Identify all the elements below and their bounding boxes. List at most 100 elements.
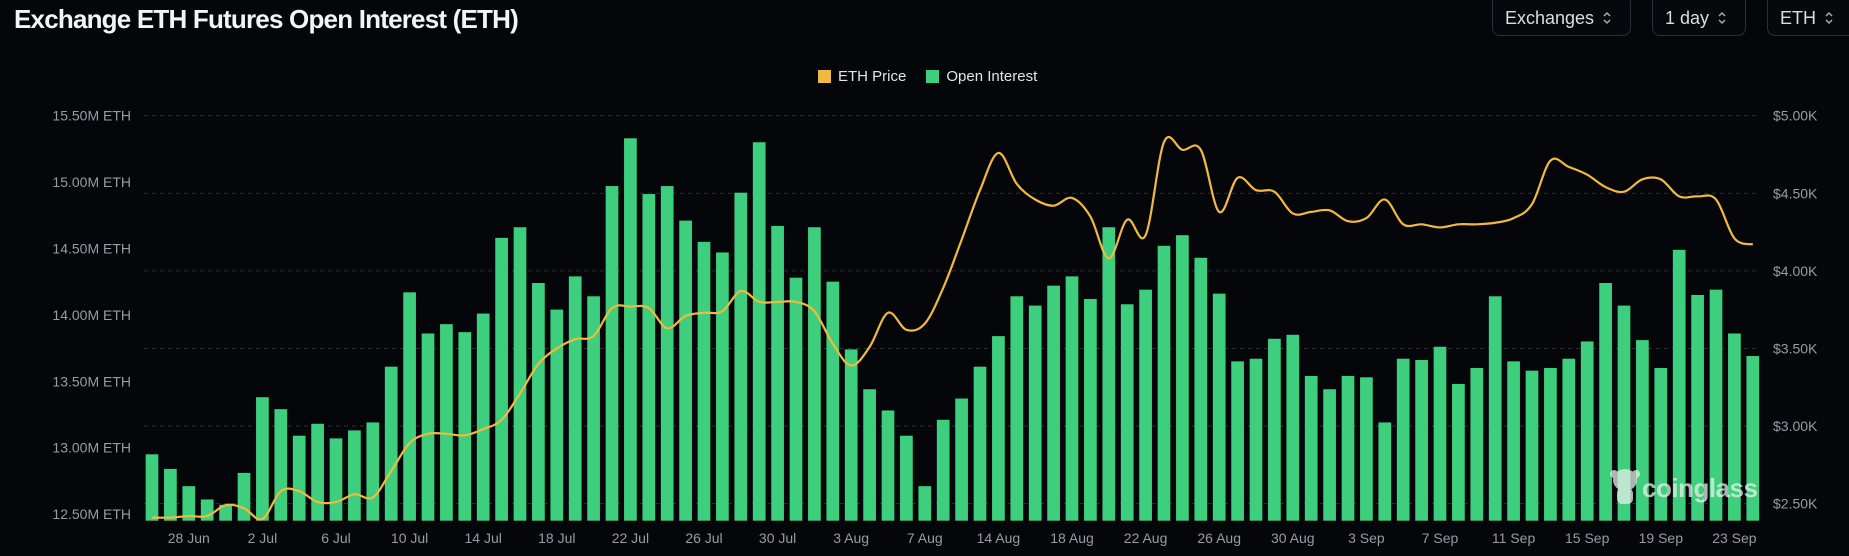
left-axis-tick-label: 14.50M ETH <box>52 240 131 256</box>
open-interest-bar <box>1470 367 1484 521</box>
legend-item-eth-price[interactable]: ETH Price <box>818 68 906 85</box>
unit-select-label: ETH <box>1780 7 1816 28</box>
open-interest-bar <box>1415 360 1428 521</box>
open-interest-bar <box>384 366 398 521</box>
open-interest-bar <box>605 186 619 521</box>
open-interest-bar <box>145 454 159 521</box>
chart-legend: ETH Price Open Interest <box>818 68 1057 85</box>
open-interest-bar <box>182 486 196 521</box>
open-interest-bar <box>1544 367 1557 521</box>
open-interest-bar <box>1047 285 1060 521</box>
open-interest-bar <box>256 397 269 521</box>
open-interest-bar <box>1691 294 1704 521</box>
open-interest-bar <box>1286 334 1300 521</box>
open-interest-bar <box>1709 289 1723 521</box>
open-interest-bar <box>1157 245 1171 521</box>
open-interest-bar <box>329 438 343 521</box>
right-axis-tick-label: $5.00K <box>1773 108 1818 124</box>
left-axis-tick-label: 12.50M ETH <box>52 506 131 522</box>
chevron-up-down-icon <box>1718 11 1726 25</box>
open-interest-bar <box>1452 383 1465 521</box>
open-interest-bar <box>1120 304 1134 521</box>
x-axis-tick-label: 22 Aug <box>1124 530 1168 546</box>
x-axis-tick-label: 26 Aug <box>1197 530 1241 546</box>
x-axis-tick-label: 3 Aug <box>833 530 869 546</box>
left-axis-tick-label: 15.50M ETH <box>52 108 131 124</box>
open-interest-bar <box>1746 356 1760 521</box>
x-axis-tick-label: 26 Jul <box>685 530 722 546</box>
right-axis-tick-label: $4.50K <box>1773 185 1818 201</box>
eth-price-line <box>151 135 1754 521</box>
open-interest-bar <box>1249 358 1263 521</box>
open-interest-bar <box>1176 235 1189 521</box>
open-interest-bar <box>789 277 803 521</box>
open-interest-bar <box>366 422 380 521</box>
open-interest-bar <box>734 192 748 521</box>
right-axis-tick-label: $3.50K <box>1773 340 1818 356</box>
x-axis-tick-label: 18 Jul <box>538 530 575 546</box>
open-interest-bar <box>992 336 1005 521</box>
open-interest-bar <box>863 389 876 521</box>
open-interest-bar <box>881 410 895 521</box>
unit-select[interactable]: ETH <box>1767 0 1849 36</box>
x-axis-tick-label: 23 Sep <box>1712 530 1757 546</box>
open-interest-bar <box>808 227 821 521</box>
open-interest-bar <box>1231 361 1244 521</box>
x-axis-tick-label: 7 Sep <box>1422 530 1459 546</box>
open-interest-bar <box>1562 358 1576 521</box>
open-interest-bar <box>164 468 177 521</box>
open-interest-bar <box>421 333 435 521</box>
eth-price-swatch <box>818 70 831 83</box>
interval-select-label: 1 day <box>1665 7 1710 28</box>
open-interest-bar <box>1323 389 1336 521</box>
chevron-up-down-icon <box>1825 11 1833 25</box>
page-title: Exchange ETH Futures Open Interest (ETH) <box>14 4 519 34</box>
x-axis-tick-label: 2 Jul <box>248 530 278 546</box>
open-interest-bar <box>918 486 932 521</box>
coinglass-logo-icon <box>1610 469 1640 504</box>
exchanges-select[interactable]: Exchanges <box>1492 0 1631 36</box>
open-interest-bar <box>1360 377 1373 521</box>
exchanges-select-label: Exchanges <box>1505 7 1595 28</box>
open-interest-bar <box>237 472 251 521</box>
legend-item-open-interest[interactable]: Open Interest <box>926 68 1037 85</box>
open-interest-bar <box>219 504 232 521</box>
x-axis-tick-label: 15 Sep <box>1565 530 1610 546</box>
open-interest-bar <box>642 194 656 521</box>
left-axis-tick-label: 15.00M ETH <box>52 174 131 190</box>
x-axis-tick-label: 11 Sep <box>1492 530 1536 546</box>
open-interest-bar <box>1139 289 1152 521</box>
open-interest-bar <box>1212 293 1226 521</box>
open-interest-bar <box>716 252 729 521</box>
open-interest-bar <box>440 324 453 521</box>
open-interest-bar <box>532 283 545 521</box>
open-interest-bar <box>771 225 784 521</box>
open-interest-bar <box>292 435 306 521</box>
open-interest-bar <box>679 220 692 521</box>
open-interest-bar <box>550 309 564 521</box>
open-interest-bar <box>955 398 968 521</box>
open-interest-bar <box>1599 283 1612 521</box>
interval-select[interactable]: 1 day <box>1652 0 1746 36</box>
watermark-text: coinglass <box>1642 472 1758 503</box>
x-axis-tick-label: 3 Sep <box>1348 530 1385 546</box>
open-interest-bar <box>1525 370 1539 521</box>
open-interest-bar <box>458 332 472 521</box>
open-interest-swatch <box>926 70 940 83</box>
open-interest-bar <box>1488 296 1502 521</box>
x-axis-tick-label: 19 Sep <box>1639 530 1684 546</box>
legend-label: ETH Price <box>838 68 907 85</box>
open-interest-bar <box>513 227 527 521</box>
open-interest-bar <box>274 409 288 521</box>
open-interest-bar <box>311 423 324 521</box>
coinglass-watermark: coinglass <box>1608 466 1758 510</box>
x-axis-tick-label: 30 Aug <box>1271 530 1315 546</box>
open-interest-bar <box>1433 346 1447 521</box>
left-axis-tick-label: 13.00M ETH <box>52 440 131 456</box>
open-interest-bar <box>348 430 361 521</box>
open-interest-bar <box>752 142 766 521</box>
open-interest-bar <box>936 419 950 521</box>
x-axis-tick-label: 22 Jul <box>612 530 649 546</box>
chevron-up-down-icon <box>1603 11 1611 25</box>
